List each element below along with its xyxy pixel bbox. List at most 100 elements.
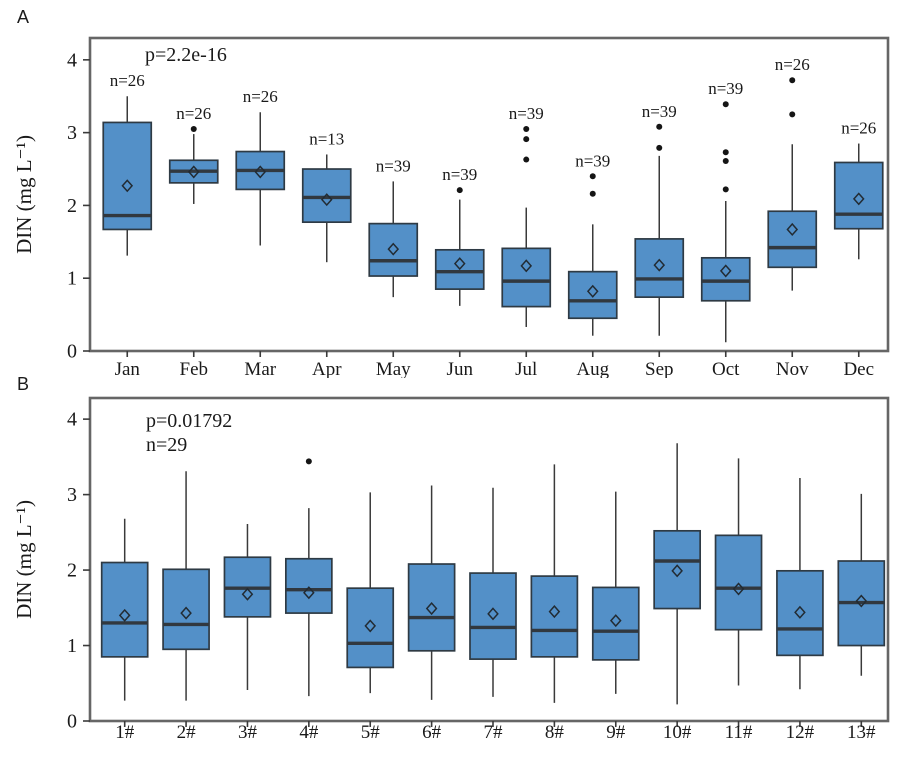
box-group-10: 10# <box>653 443 702 743</box>
box-iqr <box>501 247 552 308</box>
box-iqr <box>368 222 419 277</box>
box-iqr <box>700 256 751 302</box>
box-iqr <box>407 563 456 652</box>
y-tick-label: 3 <box>67 122 77 144</box>
x-category-label: Dec <box>843 359 874 378</box>
y-axis-title: DIN (mg L⁻¹) <box>12 135 36 254</box>
box-iqr <box>634 238 685 298</box>
box-group-8: 8# <box>530 464 579 743</box>
outlier-point <box>722 186 729 193</box>
n-count-label: n=39 <box>575 151 610 170</box>
box-group-Jun: Jun n=39 <box>434 165 485 378</box>
mean-diamond <box>852 192 865 206</box>
mean-diamond <box>254 165 267 179</box>
mean-diamond <box>425 602 438 616</box>
panel-a-chart: 0 1 2 3 4 DIN (mg L⁻¹) p=2.2e-16 Jan n=26 Feb n=26… <box>12 36 890 378</box>
n-count-label: n=26 <box>243 87 278 106</box>
box-group-12: 12# <box>776 477 824 743</box>
y-tick-label: 2 <box>67 560 77 582</box>
mean-diamond <box>487 607 499 621</box>
outlier-point <box>523 136 530 143</box>
box-group-Jul: Jul n=39 <box>501 104 552 378</box>
box-iqr <box>591 586 640 661</box>
box-iqr <box>284 557 333 614</box>
x-category-label: 5# <box>361 722 381 743</box>
x-category-label: Oct <box>712 359 740 378</box>
x-category-label: Nov <box>776 359 809 378</box>
y-tick-label: 0 <box>67 711 77 733</box>
mean-diamond <box>653 258 666 272</box>
box-group-Feb: Feb n=26 <box>168 104 219 378</box>
mean-diamond <box>520 259 533 273</box>
box-group-Mar: Mar n=26 <box>235 87 286 378</box>
mean-diamond <box>794 605 806 619</box>
n-count-label: n=26 <box>110 71 145 90</box>
n-count-label: n=26 <box>841 119 876 138</box>
n-count-label: n=39 <box>442 165 477 184</box>
y-tick-label: 3 <box>67 484 77 506</box>
x-category-label: Apr <box>312 359 342 378</box>
x-category-label: 12# <box>786 722 815 743</box>
box-group-Sep: Sep n=39 <box>634 102 685 378</box>
n-count-label: n=39 <box>708 79 743 98</box>
outlier-point <box>589 173 596 180</box>
x-category-label: Jan <box>115 359 141 378</box>
outlier-point <box>656 144 663 151</box>
x-category-label: May <box>376 359 411 378</box>
mean-diamond <box>609 614 622 628</box>
box-group-Oct: Oct n=39 <box>700 79 751 378</box>
box-group-13: 13# <box>837 493 886 743</box>
x-category-label: 8# <box>545 722 565 743</box>
x-category-label: Jul <box>515 359 537 378</box>
y-tick-label: 1 <box>67 635 77 657</box>
box-group-May: May n=39 <box>368 156 419 378</box>
box-group-Jan: Jan n=26 <box>102 71 153 378</box>
mean-diamond <box>121 179 134 193</box>
n-count-label: n=39 <box>376 156 411 175</box>
x-category-label: 9# <box>606 722 626 743</box>
n-count-label: n=39 <box>642 102 677 121</box>
p-value-annotation: p=0.01792 <box>146 410 232 432</box>
mean-diamond <box>241 587 254 601</box>
mean-diamond <box>732 582 745 596</box>
box-group-9: 9# <box>591 491 640 743</box>
y-tick-label: 0 <box>67 341 77 363</box>
y-tick-label: 2 <box>67 195 77 217</box>
outlier-point <box>722 149 729 156</box>
outlier-point <box>589 190 596 197</box>
box-iqr <box>567 270 618 320</box>
box-iqr <box>102 121 153 231</box>
panel-b-letter: B <box>17 374 30 394</box>
box-group-Nov: Nov n=26 <box>767 55 818 378</box>
x-category-label: 3# <box>238 722 258 743</box>
box-group-4: 4# <box>284 458 333 743</box>
box-group-6: 6# <box>407 485 456 743</box>
y-tick-label: 4 <box>67 409 77 431</box>
box-iqr <box>653 529 702 610</box>
mean-diamond <box>719 264 732 278</box>
outlier-point <box>789 111 796 118</box>
x-category-label: 1# <box>115 722 135 743</box>
box-iqr <box>767 210 818 269</box>
box-group-1: 1# <box>100 518 149 743</box>
x-category-label: 13# <box>847 722 876 743</box>
mean-diamond <box>786 222 799 236</box>
outlier-point <box>523 125 530 132</box>
n-count-label: n=13 <box>309 129 344 148</box>
panel-a-letter: A <box>17 7 30 27</box>
box-iqr <box>833 161 884 230</box>
outlier-point <box>656 123 663 130</box>
box-iqr <box>301 168 352 224</box>
x-category-label: 2# <box>177 722 197 743</box>
box-group-3: 3# <box>223 524 272 743</box>
outlier-point <box>722 101 729 108</box>
x-category-label: Jun <box>447 359 474 378</box>
box-group-5: 5# <box>346 492 395 743</box>
mean-diamond <box>320 193 333 207</box>
x-category-label: Mar <box>244 359 276 378</box>
box-group-2: 2# <box>162 471 210 743</box>
outlier-point <box>523 156 530 163</box>
box-iqr <box>469 572 517 660</box>
